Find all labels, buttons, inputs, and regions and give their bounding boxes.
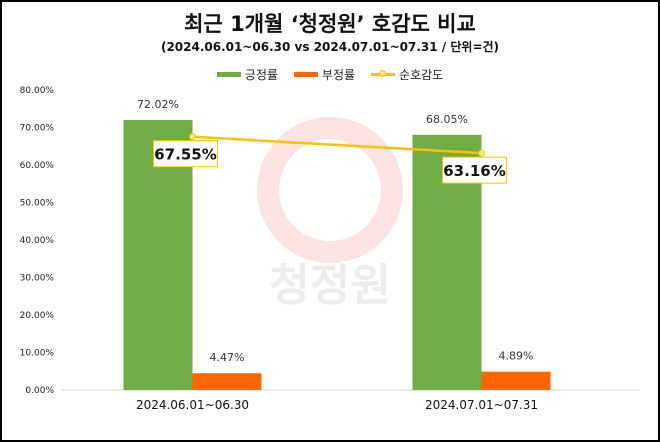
data-label-box [442,156,507,184]
chart-subtitle: (2024.06.01~06.30 vs 2024.07.01~07.31 / … [160,40,500,54]
legend-swatch-net [371,70,396,77]
y-tick-label: 10.00% [20,349,55,359]
chart-title: 최근 1개월 ‘청정원’ 호감도 비교 [184,12,476,36]
data-label: 4.47% [210,351,245,364]
legend-swatch-positive [216,72,241,77]
data-label: 4.89% [499,350,534,363]
data-label: 67.55% [154,146,216,164]
legend: 긍정률 부정률 순호감도 [0,66,660,83]
legend-item-positive: 긍정률 [216,66,278,83]
line-point [478,149,485,157]
data-label: 68.05% [426,113,468,126]
x-tick-label: 2024.07.01~07.31 [425,398,538,412]
y-tick-label: 0.00% [25,386,54,396]
line-point [189,133,196,141]
y-tick-label: 20.00% [20,311,55,321]
legend-label: 부정률 [321,68,356,82]
data-label: 72.02% [137,98,179,111]
y-tick-label: 40.00% [20,236,55,246]
legend-item-net: 순호감도 [371,66,443,83]
y-tick-label: 50.00% [20,199,55,209]
watermark-text: 청정원 [269,260,390,311]
y-tick-label: 30.00% [20,274,55,284]
bar [481,371,551,390]
legend-label: 긍정률 [244,68,278,82]
y-tick-label: 60.00% [20,161,55,171]
data-label: 63.16% [443,162,505,180]
legend-swatch-negative [293,72,318,77]
legend-item-negative: 부정률 [293,66,356,83]
line-series [192,135,482,155]
watermark-logo [257,117,403,263]
x-tick-label: 2024.06.01~06.30 [136,398,249,412]
data-label-box [153,140,218,168]
bar [192,373,262,390]
y-tick-label: 80.00% [20,86,55,96]
legend-label: 순호감도 [399,68,444,82]
y-tick-label: 70.00% [20,124,55,134]
